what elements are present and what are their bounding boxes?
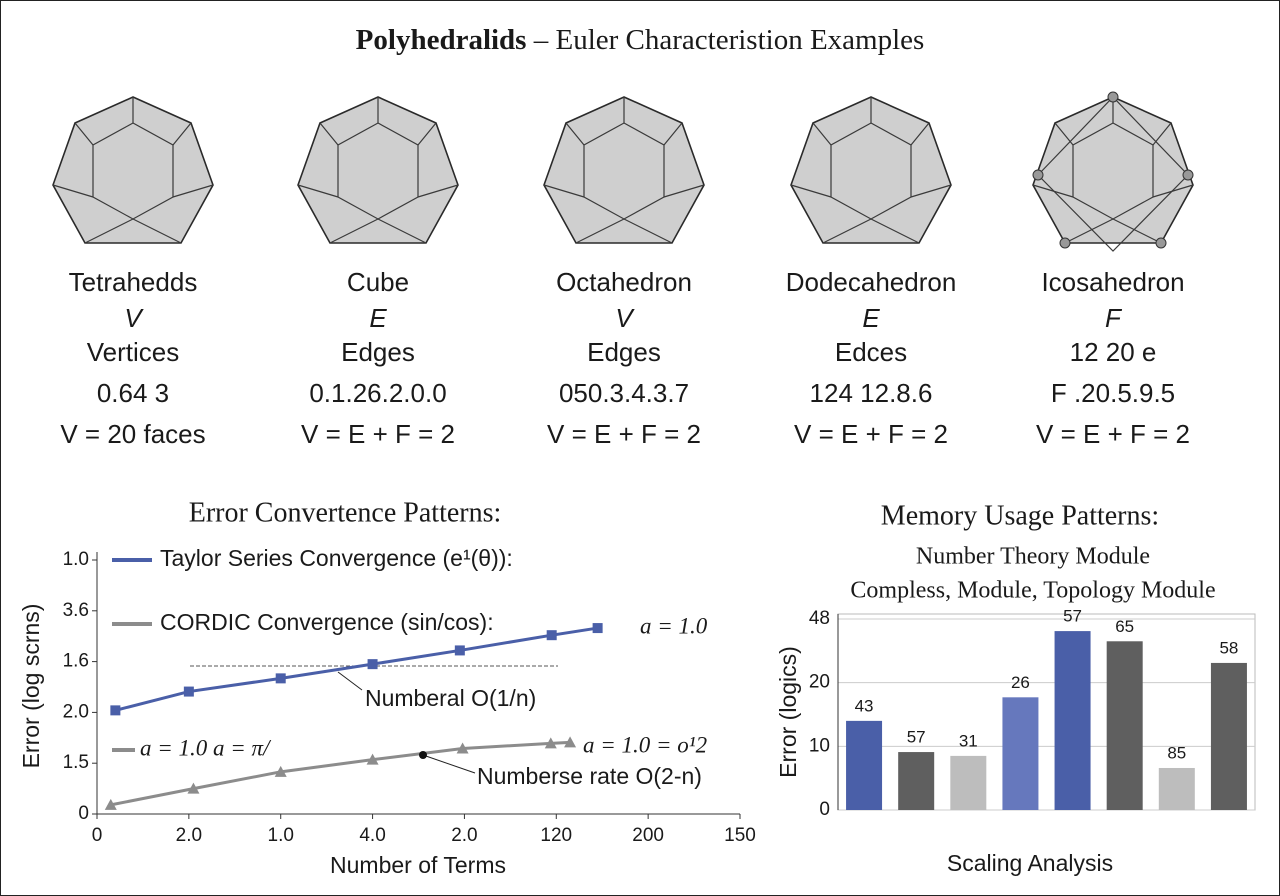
annotation: a = 1.0 (640, 613, 708, 638)
y-tick-label: 0 (78, 803, 89, 824)
polyhedron-symbol: V (615, 303, 635, 333)
polyhedron-images (52, 91, 1194, 252)
polyhedron-label: Edces (835, 337, 907, 367)
point-marker (275, 673, 286, 684)
x-tick-label: 120 (540, 825, 572, 846)
bar (950, 755, 987, 810)
polyhedron-name: Icosahedron (1041, 267, 1184, 297)
polyhedron-name: Tetrahedds (69, 267, 198, 297)
bar-label: 58 (1219, 638, 1238, 657)
y-tick-label: 1.0 (63, 549, 89, 570)
point-marker (544, 737, 557, 749)
x-tick-label: 200 (632, 825, 664, 846)
polyhedron-formula: V = E + F = 2 (301, 419, 455, 449)
point-marker (592, 623, 603, 634)
legend-label: Taylor Series Convergence (e¹(θ)): (160, 545, 513, 571)
chart-subtitle: Compless, Module, Topology Module (850, 578, 1215, 604)
polyhedron-name: Dodecahedron (786, 267, 957, 297)
polyhedron-name: Cube (347, 267, 409, 297)
annotation: Numberal O(1/n) (365, 685, 536, 711)
bar (898, 752, 935, 810)
chart-title: Error Convertence Patterns: (189, 497, 502, 528)
y-axis-label: Error (log scrns) (18, 604, 44, 769)
bar-label: 57 (1063, 607, 1082, 626)
bar (1054, 631, 1091, 810)
x-axis-label: Number of Terms (330, 852, 506, 878)
annotation: Numberse rate O(2-n) (477, 763, 702, 789)
chart-title: Memory Usage Patterns: (881, 500, 1159, 531)
polyhedron-numbers: 050.3.4.3.7 (559, 378, 689, 408)
polyhedron-symbol: E (862, 303, 880, 333)
point-marker (274, 765, 287, 777)
polyhedron-formula: V = E + F = 2 (1036, 419, 1190, 449)
x-tick-label: 2.0 (176, 825, 202, 846)
annotation-leader (422, 754, 476, 774)
point-marker (104, 798, 117, 810)
point-marker (366, 753, 379, 765)
point-marker (110, 705, 121, 716)
x-tick-label: 150 (724, 825, 756, 846)
polyhedron-label: Edges (341, 337, 415, 367)
point-marker (454, 645, 465, 656)
polyhedron-formula: V = E + F = 2 (547, 419, 701, 449)
bar-label: 85 (1167, 743, 1186, 762)
polyhedron-name: Octahedron (556, 267, 692, 297)
polyhedron-label: Vertices (87, 337, 180, 367)
legend-label: CORDIC Convergence (sin/cos): (160, 609, 494, 635)
polyhedron-numbers: 124 12.8.6 (810, 378, 933, 408)
y-tick-label: 0 (819, 799, 830, 820)
point-marker (546, 630, 557, 641)
page-title: Polyhedralids – Euler Characteristion Ex… (356, 24, 925, 56)
y-tick-label: 20 (809, 672, 830, 693)
polyhedron-formula: V = 20 faces (60, 419, 205, 449)
bar-label: 26 (1011, 673, 1030, 692)
polyhedron-formula: V = E + F = 2 (794, 419, 948, 449)
point-marker (564, 736, 577, 748)
x-axis-label: Scaling Analysis (947, 850, 1113, 876)
polyhedron-label: 12 20 e (1070, 337, 1157, 367)
polyhedron-symbol: V (124, 303, 144, 333)
bar-label: 43 (855, 696, 874, 715)
point-marker (187, 782, 200, 794)
polyhedron-numbers: F .20.5.9.5 (1051, 378, 1175, 408)
bar-label: 57 (907, 728, 926, 747)
polyhedron-symbol: F (1105, 303, 1123, 333)
y-tick-label: 10 (809, 735, 830, 756)
bar (1158, 767, 1195, 810)
y-tick-label: 2.0 (63, 701, 89, 722)
annotation-dot (419, 751, 427, 759)
y-axis-label: Error (logics) (775, 646, 801, 778)
bar (1210, 662, 1247, 810)
y-tick-label: 48 (809, 608, 830, 629)
x-tick-label: 0 (92, 825, 103, 846)
x-tick-label: 4.0 (359, 825, 385, 846)
polyhedron-symbol: E (369, 303, 387, 333)
point-marker (456, 742, 469, 754)
title-rest: – Euler Characteristion Examples (533, 24, 925, 56)
bar (1106, 641, 1143, 810)
annotation: a = 1.0 a = π/ (140, 735, 272, 760)
annotation: a = 1.0 = o¹2 (583, 732, 707, 757)
chart-subtitle: Number Theory Module (916, 544, 1150, 570)
polyhedron-label: Edges (587, 337, 661, 367)
bar (846, 720, 883, 810)
bar (1002, 697, 1039, 810)
polyhedron-numbers: 0.64 3 (97, 378, 169, 408)
title-bold: Polyhedralids (356, 24, 527, 56)
bar-label: 65 (1115, 617, 1134, 636)
annotation-leader (337, 671, 363, 691)
point-marker (367, 659, 378, 670)
y-tick-label: 1.5 (63, 752, 89, 773)
point-marker (183, 686, 194, 697)
polyhedron-numbers: 0.1.26.2.0.0 (309, 378, 446, 408)
y-tick-label: 3.6 (63, 600, 89, 621)
x-tick-label: 1.0 (268, 825, 294, 846)
x-tick-label: 2.0 (451, 825, 477, 846)
y-tick-label: 1.6 (63, 651, 89, 672)
bar-label: 31 (959, 731, 978, 750)
